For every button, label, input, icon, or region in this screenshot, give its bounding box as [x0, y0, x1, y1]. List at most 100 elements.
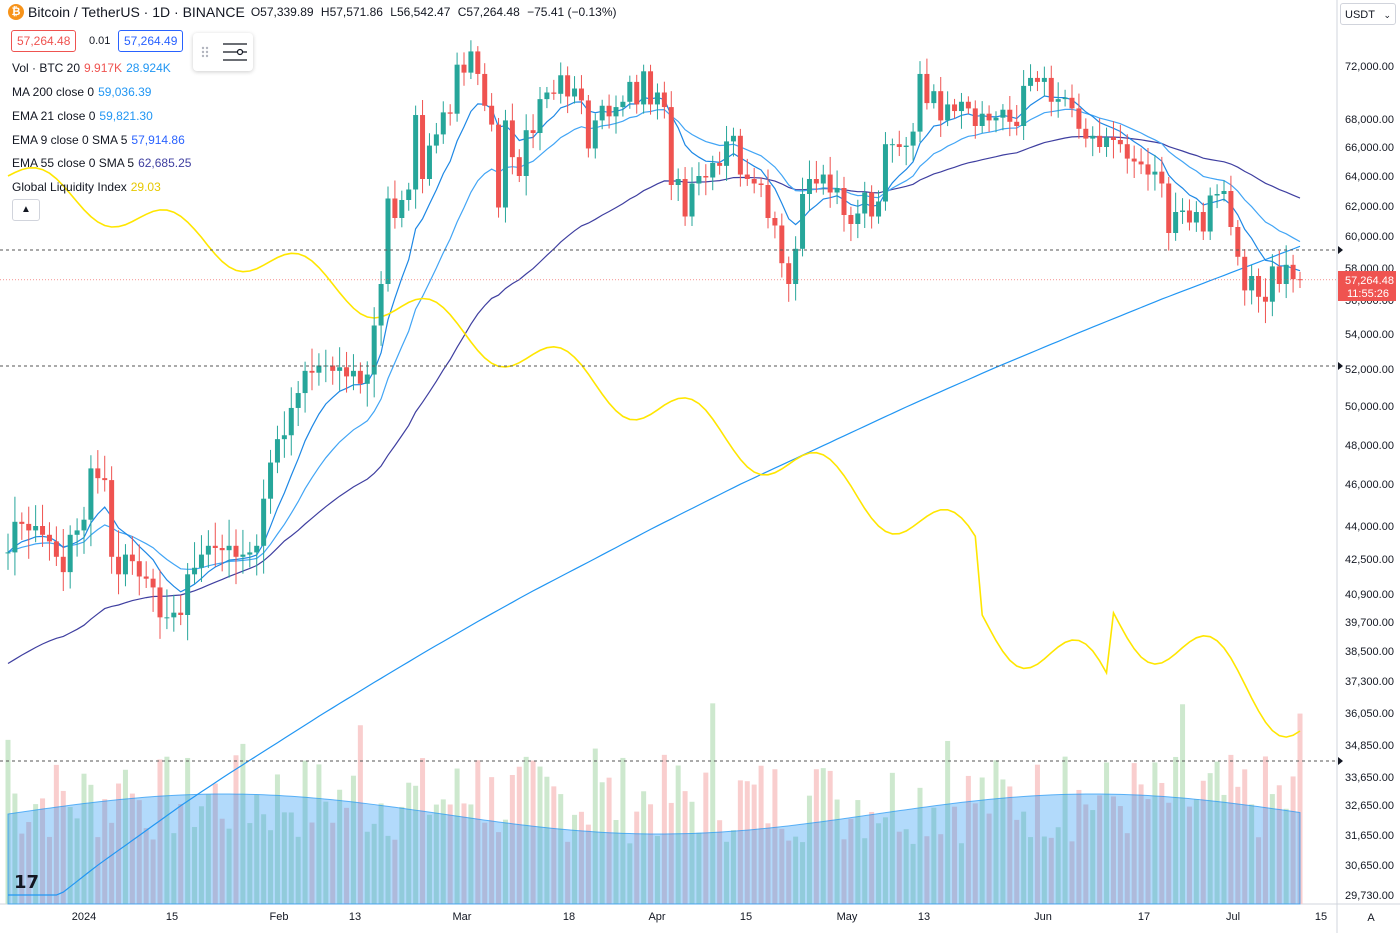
volume-bar [544, 776, 550, 904]
candle-body [1242, 256, 1248, 291]
volume-bar [834, 799, 840, 904]
ema9-line [7, 95, 1301, 593]
candle-body [682, 179, 688, 217]
legend-row[interactable]: EMA 9 close 0 SMA 5 57,914.86 [12, 133, 185, 147]
volume-bar [1034, 764, 1040, 904]
candle-body [136, 561, 142, 577]
sell-button[interactable]: 57,264.48 [11, 30, 77, 52]
candle-body [171, 612, 177, 618]
legend-value: 9.917K [84, 61, 123, 75]
price-tick-label: 62,000.00 [1345, 201, 1394, 213]
price-tick-label: 44,000.00 [1345, 521, 1394, 533]
candle-body [786, 263, 792, 284]
volume-bar [143, 828, 149, 904]
legend-row[interactable]: EMA 21 close 0 59,821.30 [12, 109, 153, 123]
volume-bar [502, 819, 508, 904]
candle-body [433, 134, 439, 146]
volume-bar [1269, 794, 1275, 904]
volume-bar [910, 843, 916, 904]
price-tick-label: 33,650.00 [1345, 772, 1394, 784]
volume-bar [979, 777, 985, 904]
candle-body [779, 225, 785, 264]
candle-body [364, 374, 370, 384]
level-marker-icon [1338, 362, 1343, 370]
volume-bar [323, 801, 329, 904]
candle-body [240, 554, 246, 557]
auto-scale-button[interactable]: A [1367, 912, 1375, 924]
candle-body [309, 370, 315, 373]
volume-bar [81, 773, 87, 904]
ohlc-values: O57,339.89 H57,571.86 L56,542.47 C57,264… [251, 5, 617, 19]
tradingview-logo: 17 [14, 872, 40, 893]
candle-body [1097, 135, 1103, 147]
low-value: 56,542.47 [396, 5, 451, 19]
price-tick-label: 31,650.00 [1345, 830, 1394, 842]
candle-body [475, 51, 481, 74]
volume-bar [1186, 806, 1192, 904]
candle-body [696, 176, 702, 184]
volume-bar [1131, 763, 1137, 904]
volume-bar [1180, 704, 1186, 904]
volume-bar [185, 757, 191, 904]
candle-body [958, 101, 964, 112]
price-tick-label: 36,050.00 [1345, 708, 1394, 720]
object-tree-button[interactable] [193, 33, 253, 71]
candle-body [1193, 212, 1199, 223]
candle-body [281, 435, 287, 440]
candle-body [924, 73, 930, 104]
candle-body [523, 130, 529, 176]
time-tick-label: 2024 [72, 911, 96, 923]
price-tick-label: 40,900.00 [1345, 589, 1394, 601]
volume-bar [40, 798, 46, 904]
legend-row[interactable]: Global Liquidity Index 29.03 [12, 180, 161, 194]
candle-body [1276, 266, 1282, 284]
legend-row[interactable]: MA 200 close 0 59,036.39 [12, 85, 151, 99]
candle-body [1269, 266, 1275, 302]
collapse-legend-button[interactable]: ▲ [12, 199, 40, 221]
volume-bar [330, 822, 336, 904]
candle-body [440, 112, 446, 135]
volume-bar [744, 781, 750, 904]
price-tick-label: 29,730.00 [1345, 890, 1394, 902]
candle-body [876, 201, 882, 217]
volume-bar [1145, 799, 1151, 904]
volume-bar [675, 765, 681, 904]
buy-button[interactable]: 57,264.49 [118, 30, 184, 52]
candle-body [254, 545, 260, 553]
candle-body [668, 107, 674, 185]
candle-body [385, 198, 391, 284]
open-label: O [250, 5, 261, 19]
volume-bar [364, 831, 370, 904]
volume-bar [917, 787, 923, 904]
close-label: C [457, 5, 467, 19]
chevron-down-icon: ⌄ [1383, 10, 1391, 20]
candle-body [1283, 264, 1289, 284]
candle-body [489, 105, 495, 125]
price-tick-label: 64,000.00 [1345, 171, 1394, 183]
volume-bar [599, 782, 605, 904]
candle-body [178, 612, 184, 615]
legend-row[interactable]: Vol · BTC 20 9.917K 28.924K [12, 61, 171, 75]
volume-bar [399, 806, 405, 904]
currency-selector[interactable]: USDT ⌄ [1340, 3, 1396, 25]
volume-bar [772, 769, 778, 904]
candle-body [247, 552, 253, 555]
volume-bar [440, 799, 446, 904]
candle-body [606, 105, 612, 117]
symbol-title[interactable]: Bitcoin / TetherUS · 1D · BINANCE [28, 4, 245, 20]
candle-body [613, 107, 619, 117]
volume-bar [620, 757, 626, 904]
volume-bar [578, 811, 584, 904]
price-tick-label: 52,000.00 [1345, 364, 1394, 376]
volume-bar [240, 743, 246, 904]
legend-row[interactable]: EMA 55 close 0 SMA 5 62,685.25 [12, 156, 191, 170]
volume-bar [198, 806, 204, 904]
volume-bar [737, 780, 743, 904]
candle-body [192, 567, 198, 575]
candle-body [295, 393, 301, 408]
volume-bar [1062, 756, 1068, 904]
candle-body [1173, 212, 1179, 233]
volume-bar [1083, 804, 1089, 904]
candle-body [1138, 161, 1144, 165]
